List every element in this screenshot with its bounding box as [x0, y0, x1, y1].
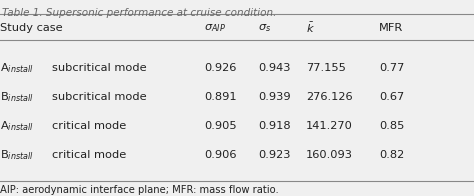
Text: critical mode: critical mode	[52, 121, 126, 131]
Text: 0.926: 0.926	[204, 63, 236, 73]
Text: 0.905: 0.905	[204, 121, 237, 131]
Text: $\mathregular{A}_{install}$: $\mathregular{A}_{install}$	[0, 119, 34, 133]
Text: 0.67: 0.67	[379, 92, 404, 102]
Text: 0.943: 0.943	[258, 63, 291, 73]
Text: subcritical mode: subcritical mode	[52, 92, 146, 102]
Text: MFR: MFR	[379, 23, 403, 33]
Text: 276.126: 276.126	[306, 92, 352, 102]
Text: critical mode: critical mode	[52, 150, 126, 160]
Text: subcritical mode: subcritical mode	[52, 63, 146, 73]
Text: 0.77: 0.77	[379, 63, 405, 73]
Text: Study case: Study case	[0, 23, 63, 33]
Text: 0.906: 0.906	[204, 150, 237, 160]
Text: 0.82: 0.82	[379, 150, 404, 160]
Text: 160.093: 160.093	[306, 150, 353, 160]
Text: 0.891: 0.891	[204, 92, 237, 102]
Text: 0.85: 0.85	[379, 121, 405, 131]
Text: $\mathregular{A}_{install}$: $\mathregular{A}_{install}$	[0, 61, 34, 75]
Text: $\bar{k}$: $\bar{k}$	[306, 21, 315, 35]
Text: $\mathregular{B}_{install}$: $\mathregular{B}_{install}$	[0, 148, 34, 162]
Text: 0.939: 0.939	[258, 92, 291, 102]
Text: $\sigma_{AIP}$: $\sigma_{AIP}$	[204, 22, 226, 34]
Text: AIP: aerodynamic interface plane; MFR: mass flow ratio.: AIP: aerodynamic interface plane; MFR: m…	[0, 185, 279, 195]
Text: 77.155: 77.155	[306, 63, 346, 73]
Text: $\mathregular{B}_{install}$: $\mathregular{B}_{install}$	[0, 90, 34, 104]
Text: $\sigma_{s}$: $\sigma_{s}$	[258, 22, 272, 34]
Text: Table 1. Supersonic performance at cruise condition.: Table 1. Supersonic performance at cruis…	[2, 8, 276, 18]
Text: 0.918: 0.918	[258, 121, 291, 131]
Text: 141.270: 141.270	[306, 121, 353, 131]
Text: 0.923: 0.923	[258, 150, 291, 160]
